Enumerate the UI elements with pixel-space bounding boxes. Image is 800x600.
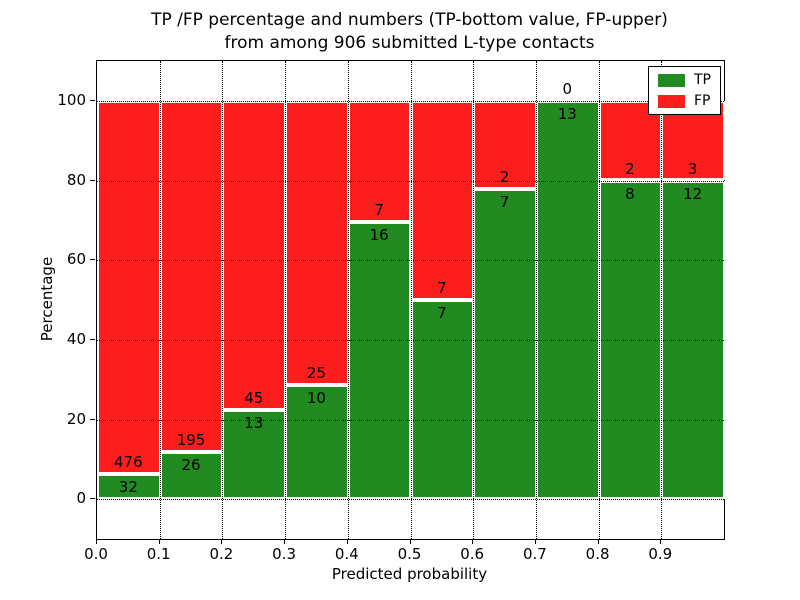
fp-count-label: 3	[687, 159, 698, 178]
x-tick	[472, 539, 474, 544]
x-tick-label: 0.8	[585, 545, 610, 563]
x-tick	[346, 539, 348, 544]
bar-tp-segment	[410, 300, 475, 500]
plot-area: 476 32 195 26 45 13 25 10 7 16 7 7 2 7 0 13 2 8 3 12 TP FP	[96, 60, 725, 540]
x-tick	[96, 539, 97, 544]
y-tick-label: 20	[66, 409, 86, 428]
gridline-vertical	[535, 61, 537, 539]
tp-count-label: 8	[625, 184, 635, 203]
legend: TP FP	[648, 66, 721, 115]
tp-count-label: 13	[244, 413, 264, 432]
bar-tp-segment	[347, 222, 412, 500]
bar-tp-segment	[535, 100, 600, 500]
x-tick	[284, 539, 286, 544]
gridline-vertical	[285, 61, 287, 539]
bar-tp-segment	[473, 189, 537, 500]
tp-count-label: 16	[369, 226, 389, 245]
fp-count-label: 195	[176, 431, 206, 450]
chart-title: TP /FP percentage and numbers (TP-bottom…	[96, 9, 723, 55]
bar-fp-segment	[97, 100, 161, 475]
y-tick-label: 60	[66, 250, 86, 269]
x-tick	[597, 539, 599, 544]
legend-swatch-fp	[658, 94, 685, 108]
chart-title-line1: TP /FP percentage and numbers (TP-bottom…	[151, 10, 668, 30]
x-tick	[534, 539, 536, 544]
gridline-vertical	[661, 61, 663, 539]
legend-entry-fp: FP	[658, 94, 711, 108]
x-tick-label: 0.0	[84, 545, 108, 563]
y-tick	[90, 99, 95, 101]
gridline-vertical	[347, 61, 349, 539]
bar-fp-segment	[159, 100, 224, 453]
y-tick-label: 40	[66, 329, 86, 348]
gridline-vertical	[159, 61, 161, 539]
y-tick	[90, 498, 95, 500]
y-tick	[90, 259, 95, 261]
x-tick-label: 0.2	[209, 545, 234, 563]
y-tick	[90, 179, 95, 181]
gridline-vertical	[598, 61, 600, 539]
legend-swatch-tp	[658, 73, 685, 87]
fp-count-label: 476	[114, 453, 143, 472]
y-tick-label: 80	[66, 170, 86, 189]
x-tick	[660, 539, 662, 544]
y-tick	[90, 338, 95, 340]
fp-count-label: 2	[625, 159, 635, 178]
x-axis-label: Predicted probability	[331, 565, 488, 583]
bar-fp-segment	[285, 100, 349, 386]
legend-entry-tp: TP	[658, 73, 711, 87]
fp-count-label: 45	[244, 388, 264, 407]
tp-count-label: 13	[557, 104, 577, 123]
x-tick	[158, 539, 160, 544]
x-tick-label: 0.4	[334, 545, 359, 563]
x-tick-label: 0.6	[460, 545, 485, 563]
y-tick-label: 100	[57, 90, 86, 109]
fp-count-label: 25	[306, 364, 326, 383]
fp-count-label: 7	[437, 279, 447, 297]
fp-count-label: 2	[499, 168, 510, 187]
gridline-vertical	[222, 61, 224, 539]
y-tick	[90, 418, 95, 420]
gridline-vertical	[410, 61, 412, 539]
fp-count-label: 0	[562, 79, 572, 98]
tp-count-label: 26	[181, 456, 201, 475]
x-tick-label: 0.3	[272, 545, 297, 563]
bar-fp-segment	[410, 100, 475, 300]
tp-count-label: 7	[437, 304, 447, 322]
tp-count-label: 32	[118, 478, 138, 497]
legend-label-fp: FP	[694, 93, 711, 109]
y-tick-label: 0	[76, 489, 86, 508]
bar-tp-segment	[285, 385, 349, 500]
x-tick	[409, 539, 411, 544]
x-tick-label: 0.1	[146, 545, 171, 563]
x-tick	[221, 539, 223, 544]
tp-count-label: 12	[683, 184, 703, 203]
legend-label-tp: TP	[694, 72, 711, 88]
x-tick-label: 0.7	[522, 545, 547, 563]
x-tick-label: 0.9	[648, 545, 673, 563]
gridline-vertical	[473, 61, 475, 539]
bar-tp-segment	[97, 474, 161, 500]
chart-title-line2: from among 906 submitted L-type contacts	[224, 33, 595, 53]
x-tick-label: 0.5	[397, 545, 422, 563]
tp-count-label: 10	[306, 389, 326, 408]
fp-count-label: 7	[374, 201, 384, 220]
tp-count-label: 7	[499, 193, 510, 212]
bar-fp-segment	[222, 100, 287, 410]
